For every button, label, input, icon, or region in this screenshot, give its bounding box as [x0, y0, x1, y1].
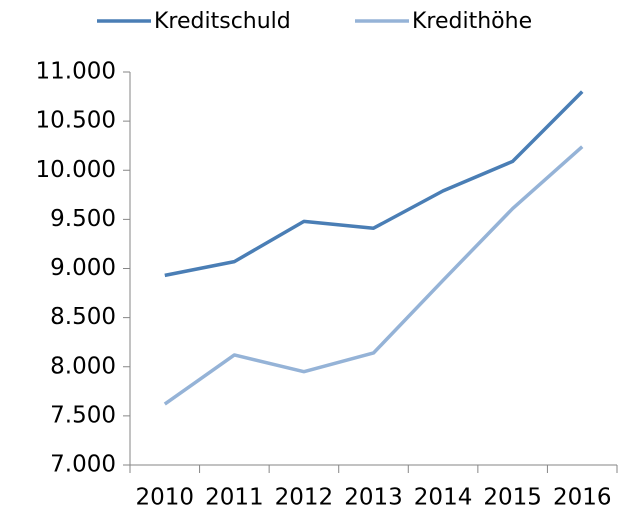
x-tick-label: 2014 [414, 485, 473, 511]
x-tick-label: 2012 [275, 485, 334, 511]
x-tick-label: 2015 [483, 485, 542, 511]
y-tick-label: 10.000 [36, 157, 116, 183]
y-tick-label: 7.000 [50, 452, 116, 478]
y-tick-label: 9.500 [50, 206, 116, 232]
series-line [164, 90, 584, 278]
x-tick-label: 2010 [136, 485, 195, 511]
x-tick-label: 2016 [553, 485, 612, 511]
y-tick-label: 9.000 [50, 255, 116, 281]
x-tick-label: 2011 [205, 485, 264, 511]
legend-label: Kreditschuld [154, 9, 291, 34]
series-line [163, 145, 584, 406]
x-tick-label: 2013 [344, 485, 403, 511]
y-tick-label: 8.500 [50, 304, 116, 330]
y-tick-label: 7.500 [50, 402, 116, 428]
legend-label: Kredithöhe [412, 9, 532, 34]
y-tick-label: 10.500 [36, 108, 116, 134]
y-tick-label: 8.000 [50, 353, 116, 379]
y-tick-label: 11.000 [36, 59, 116, 85]
